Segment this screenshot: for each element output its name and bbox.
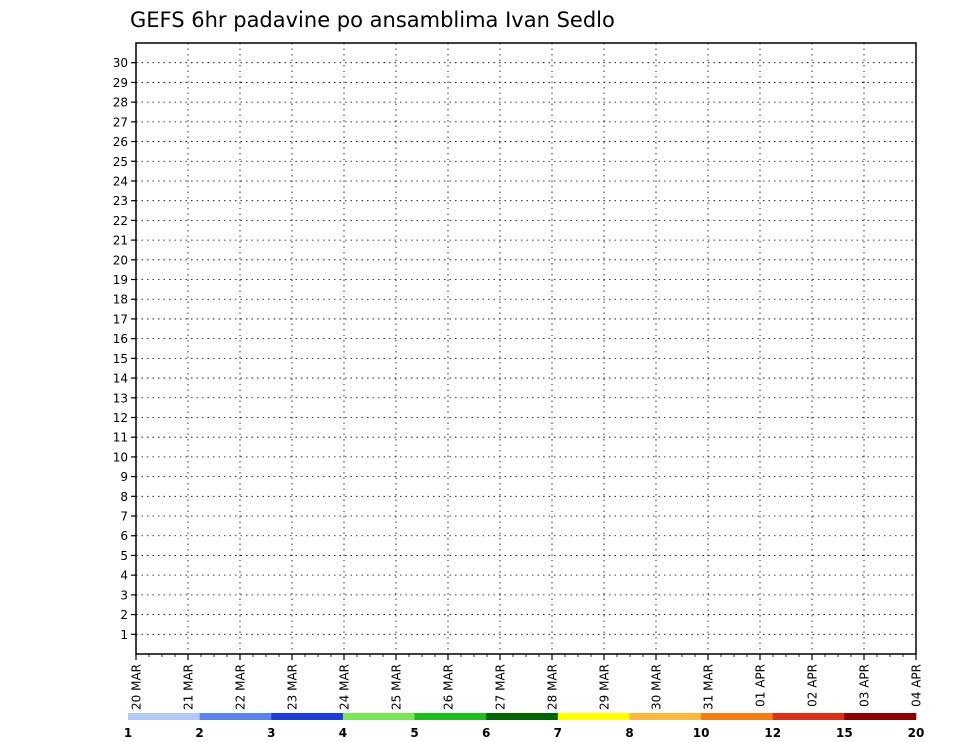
x-tick-label: 30 MAR [650, 664, 664, 710]
legend-label: 3 [267, 726, 275, 740]
grid-layer [136, 43, 916, 654]
y-tick-label: 17 [113, 312, 128, 326]
y-tick-label: 12 [113, 411, 128, 425]
legend-swatch [844, 713, 917, 720]
y-tick-label: 26 [113, 135, 128, 149]
y-tick-label: 6 [120, 529, 128, 543]
x-tick-label: 02 APR [806, 664, 820, 707]
y-tick-label: 9 [120, 470, 128, 484]
y-tick-label: 29 [113, 76, 128, 90]
y-tick-label: 16 [113, 332, 128, 346]
legend-label: 7 [554, 726, 562, 740]
plot-frame [135, 42, 917, 655]
legend-label: 10 [693, 726, 710, 740]
y-tick-label: 23 [113, 194, 128, 208]
y-tick-label: 15 [113, 352, 128, 366]
y-tick-label: 30 [113, 56, 128, 70]
legend-swatch [629, 713, 702, 720]
x-tick-label: 24 MAR [338, 664, 352, 710]
x-tick-label: 28 MAR [546, 664, 560, 710]
axis-layer: 1234567891011121314151617181920212223242… [113, 42, 924, 710]
legend-swatch [342, 713, 415, 720]
y-tick-label: 18 [113, 293, 128, 307]
chart-title: GEFS 6hr padavine po ansamblima Ivan Sed… [130, 8, 615, 32]
x-tick-label: 23 MAR [286, 664, 300, 710]
legend-label: 4 [339, 726, 347, 740]
legend-swatch [271, 713, 344, 720]
legend-label: 5 [410, 726, 418, 740]
legend-swatch [128, 713, 200, 720]
legend-label: 20 [908, 726, 925, 740]
color-legend: 1 2 3 4 5 6 7 8 10 12 15 20 [124, 713, 925, 740]
legend-label: 2 [195, 726, 203, 740]
y-tick-label: 4 [120, 569, 128, 583]
y-tick-label: 25 [113, 155, 128, 169]
legend-swatch [557, 713, 630, 720]
y-tick-label: 19 [113, 273, 128, 287]
legend-label: 15 [836, 726, 853, 740]
legend-swatch [414, 713, 487, 720]
legend-label: 8 [625, 726, 633, 740]
x-tick-label: 21 MAR [182, 664, 196, 710]
y-tick-label: 28 [113, 96, 128, 110]
y-tick-label: 10 [113, 450, 128, 464]
x-tick-label: 03 APR [858, 664, 872, 707]
y-tick-label: 2 [120, 608, 128, 622]
x-tick-label: 01 APR [754, 664, 768, 707]
y-tick-label: 13 [113, 391, 128, 405]
y-tick-label: 3 [120, 588, 128, 602]
x-tick-label: 29 MAR [598, 664, 612, 710]
legend-swatch [772, 713, 845, 720]
legend-swatch [486, 713, 559, 720]
x-tick-label: 25 MAR [390, 664, 404, 710]
x-tick-label: 22 MAR [234, 664, 248, 710]
x-tick-label: 27 MAR [494, 664, 508, 710]
legend-swatch [199, 713, 272, 720]
x-tick-label: 26 MAR [442, 664, 456, 710]
y-tick-label: 24 [113, 174, 128, 188]
y-tick-label: 21 [113, 234, 128, 248]
y-tick-label: 7 [120, 510, 128, 524]
y-tick-label: 8 [120, 490, 128, 504]
x-tick-label: 31 MAR [702, 664, 716, 710]
y-tick-label: 1 [120, 628, 128, 642]
x-tick-label: 04 APR [910, 664, 924, 707]
x-tick-label: 20 MAR [130, 664, 144, 710]
y-tick-label: 20 [113, 253, 128, 267]
legend-label: 1 [124, 726, 132, 740]
legend-label: 12 [764, 726, 781, 740]
y-tick-label: 22 [113, 214, 128, 228]
y-tick-label: 14 [113, 372, 128, 386]
y-tick-label: 27 [113, 115, 128, 129]
legend-label: 6 [482, 726, 490, 740]
legend-swatch [701, 713, 774, 720]
y-tick-label: 11 [113, 431, 128, 445]
y-tick-label: 5 [120, 549, 128, 563]
